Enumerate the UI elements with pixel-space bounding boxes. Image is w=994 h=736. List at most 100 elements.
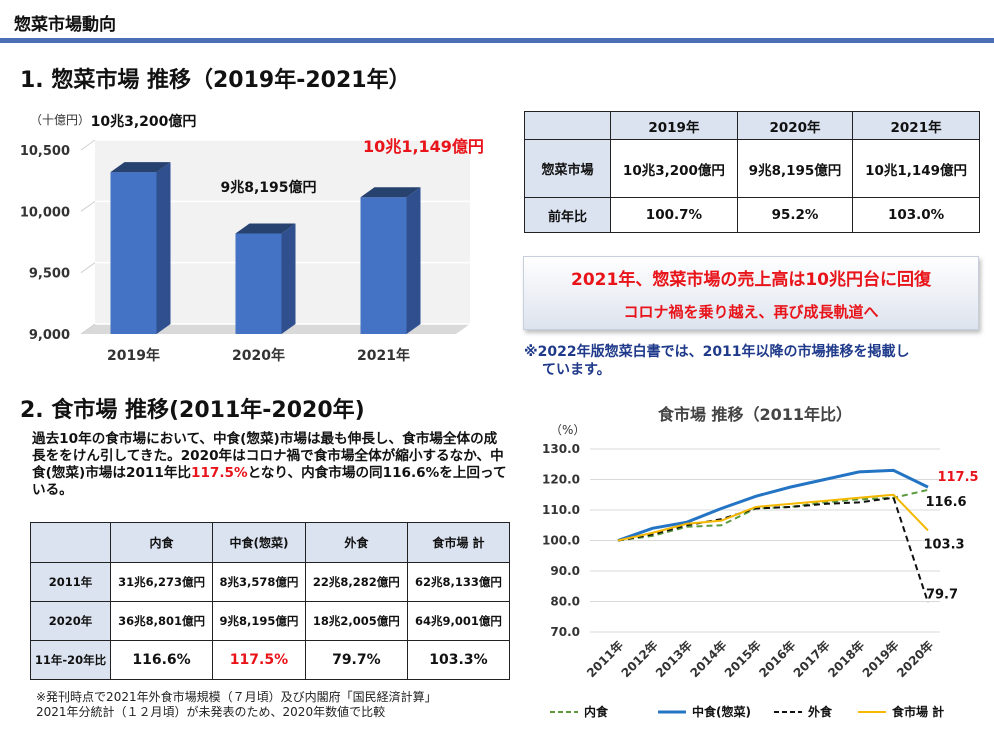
x-tick-label: 2012年 [618, 638, 661, 681]
table-header-cell: 内食 [109, 522, 214, 563]
para-text-b: となり、内食市場の同116.6%を上回っている。 [32, 465, 507, 498]
x-tick-label: 2019年 [859, 638, 902, 681]
legend-label: 中食(惣菜) [692, 704, 751, 719]
table-cell: 9兆8,195億円 [212, 601, 306, 641]
table-row: 惣菜市場 10兆3,200億円 9兆8,195億円 10兆1,149億円 [524, 139, 980, 198]
table-cell: 10兆1,149億円 [852, 139, 980, 198]
series-line [617, 493, 929, 542]
y-tick-label: 9,500 [29, 267, 70, 282]
y-tick-label: 90.0 [550, 564, 580, 578]
table-cell: 9兆8,195億円 [736, 139, 854, 198]
y-tick-label: 80.0 [550, 595, 580, 609]
table-cell: 116.6% [109, 640, 214, 680]
market-bar-chart: 9,000 9,500 10,000 10,500 （十億円） 2019年 10兆3,200… [20, 113, 484, 364]
data-label: 103.3 [923, 537, 964, 552]
series-line [617, 488, 929, 542]
legend-label: 外食 [808, 704, 833, 719]
y-tick-label: 9,000 [29, 328, 70, 343]
bar-top [235, 223, 296, 234]
bar-side [406, 187, 421, 334]
bar [110, 172, 157, 334]
table-header-row: 2019年 2020年 2021年 [524, 111, 980, 140]
gridline [80, 200, 96, 212]
food-market-line-chart: 食市場 推移（2011年比） （%） 70.0 80.0 90.0 100.0 110.0 1… [542, 405, 979, 719]
page-title: 惣菜市場動向 [14, 15, 116, 35]
para-highlight: 117.5% [191, 465, 248, 481]
series-line [617, 468, 929, 542]
food-market-table: 内食 中食(惣菜) 外食 食市場 計 2011年 31兆6,273億円 8兆3,… [30, 522, 511, 680]
y-tick-label: 110.0 [542, 503, 580, 517]
x-tick-label: 2015年 [721, 638, 764, 681]
highlight-banner: 2021年、惣菜市場の売上高は10兆円台に回復 コロナ禍を乗り越え、再び成長軌道… [523, 256, 979, 330]
y-tick-label: 100.0 [542, 534, 580, 548]
header-rule [0, 38, 994, 43]
row-label: 11年-20年比 [30, 640, 111, 680]
banner-line-1: 2021年、惣菜市場の売上高は10兆円台に回復 [571, 270, 931, 290]
table-cell: 8兆3,578億円 [212, 562, 306, 602]
banner-line-2: コロナ禍を乗り越え、再び成長軌道へ [623, 303, 879, 321]
y-tick-label: 10,000 [20, 205, 70, 220]
whitepaper-note: ※2022年版惣菜白書では、2011年以降の市場推移を掲載し ています。 [524, 343, 984, 379]
footnote-line-1: ※発刊時点で2021年外食市場規模（７月頃）及び内閣府「国民経済計算」 [36, 690, 437, 704]
row-label: 惣菜市場 [524, 139, 611, 198]
bar [360, 197, 407, 334]
legend-label: 食市場 計 [891, 704, 944, 719]
table-cell: 100.7% [610, 197, 738, 233]
table-cell: 36兆8,801億円 [109, 601, 214, 641]
note-line-2: ています。 [542, 362, 611, 378]
footnote: ※発刊時点で2021年外食市場規模（７月頃）及び内閣府「国民経済計算」 2021… [36, 690, 437, 720]
table-header-cell [30, 522, 111, 563]
x-tick-label: 2017年 [790, 638, 833, 681]
table-cell: 117.5% [212, 640, 306, 680]
data-label: 79.7 [926, 587, 958, 602]
x-tick-label: 2020年 [232, 347, 285, 364]
y-tick-label: 10,500 [20, 144, 70, 159]
gridline [80, 323, 96, 335]
y-tick-label: 130.0 [542, 442, 580, 456]
section2-title: 2. 食市場 推移(2011年-2020年) [20, 398, 365, 423]
table-row: 11年-20年比 116.6% 117.5% 79.7% 103.3% [30, 640, 511, 680]
table-header-cell: 外食 [304, 522, 408, 563]
x-tick-label: 2014年 [687, 638, 730, 681]
legend-label: 内食 [584, 704, 609, 719]
series-line [617, 496, 929, 603]
y-tick-label: 120.0 [542, 473, 580, 487]
table-cell: 18兆2,005億円 [304, 601, 408, 641]
data-label: 116.6 [925, 495, 966, 510]
market-table: 2019年 2020年 2021年 惣菜市場 10兆3,200億円 9兆8,19… [524, 111, 980, 233]
gridline [80, 262, 96, 274]
table-header-cell: 2021年 [852, 111, 980, 140]
x-tick-label: 2020年 [893, 638, 936, 681]
line-chart-title: 食市場 推移（2011年比） [657, 405, 852, 424]
table-row: 2011年 31兆6,273億円 8兆3,578億円 22兆8,282億円 62… [30, 562, 511, 602]
data-label: 117.5 [937, 470, 978, 485]
table-row: 2020年 36兆8,801億円 9兆8,195億円 18兆2,005億円 64… [30, 601, 511, 641]
table-cell: 31兆6,273億円 [109, 562, 214, 602]
table-cell: 22兆8,282億円 [304, 562, 408, 602]
table-row: 前年比 100.7% 95.2% 103.0% [524, 197, 980, 233]
note-line-1: ※2022年版惣菜白書では、2011年以降の市場推移を掲載し [524, 344, 910, 360]
row-label: 前年比 [524, 197, 611, 233]
bar-top [360, 187, 421, 198]
table-header-cell: 2020年 [736, 111, 854, 140]
footnote-line-2: 2021年分統計（１２月頃）が未発表のため、2020年数値で比較 [36, 705, 386, 719]
table-cell: 103.0% [852, 197, 980, 233]
table-cell: 64兆9,001億円 [406, 601, 511, 641]
x-tick-label: 2019年 [107, 347, 160, 364]
table-cell: 10兆3,200億円 [610, 139, 738, 198]
x-tick-label: 2013年 [652, 638, 695, 681]
x-tick-label: 2018年 [825, 638, 868, 681]
table-cell: 95.2% [736, 197, 854, 233]
x-tick-label: 2011年 [583, 638, 626, 681]
table-cell: 62兆8,133億円 [406, 562, 511, 602]
bar-side [281, 223, 296, 334]
row-label: 2020年 [30, 601, 111, 641]
table-header-row: 内食 中食(惣菜) 外食 食市場 計 [30, 522, 511, 563]
x-tick-label: 2021年 [357, 347, 410, 364]
bar-top [110, 162, 171, 173]
table-header-cell: 中食(惣菜) [212, 522, 306, 563]
section2-paragraph: 過去10年の食市場において、中食(惣菜)市場は最も伸長し、食市場全体の成長ををけ… [32, 431, 510, 499]
table-header-cell [524, 111, 611, 140]
para-text-a: 過去10年の食市場において、中食(惣菜)市場は最も伸長し、食市場全体の成長ををけ… [32, 431, 504, 481]
bar [235, 233, 282, 334]
